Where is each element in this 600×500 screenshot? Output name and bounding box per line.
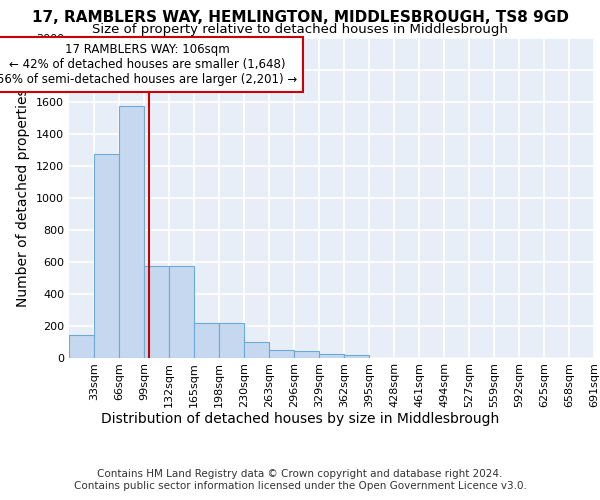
- Text: Size of property relative to detached houses in Middlesbrough: Size of property relative to detached ho…: [92, 22, 508, 36]
- Bar: [69, 335, 94, 357]
- Text: 17, RAMBLERS WAY, HEMLINGTON, MIDDLESBROUGH, TS8 9GD: 17, RAMBLERS WAY, HEMLINGTON, MIDDLESBRO…: [32, 10, 568, 25]
- Bar: [344, 355, 369, 358]
- Bar: [219, 323, 244, 358]
- Bar: [319, 354, 344, 358]
- Bar: [294, 351, 319, 358]
- Text: 17 RAMBLERS WAY: 106sqm
← 42% of detached houses are smaller (1,648)
56% of semi: 17 RAMBLERS WAY: 106sqm ← 42% of detache…: [0, 43, 297, 86]
- Bar: [194, 323, 219, 358]
- Text: Contains HM Land Registry data © Crown copyright and database right 2024.: Contains HM Land Registry data © Crown c…: [97, 469, 503, 479]
- Bar: [169, 266, 194, 358]
- Bar: [119, 106, 144, 358]
- Y-axis label: Number of detached properties: Number of detached properties: [16, 88, 31, 307]
- Bar: [269, 350, 294, 358]
- Bar: [244, 342, 269, 357]
- Text: Contains public sector information licensed under the Open Government Licence v3: Contains public sector information licen…: [74, 481, 526, 491]
- Bar: [94, 154, 119, 358]
- Text: Distribution of detached houses by size in Middlesbrough: Distribution of detached houses by size …: [101, 412, 499, 426]
- Bar: [144, 266, 169, 358]
